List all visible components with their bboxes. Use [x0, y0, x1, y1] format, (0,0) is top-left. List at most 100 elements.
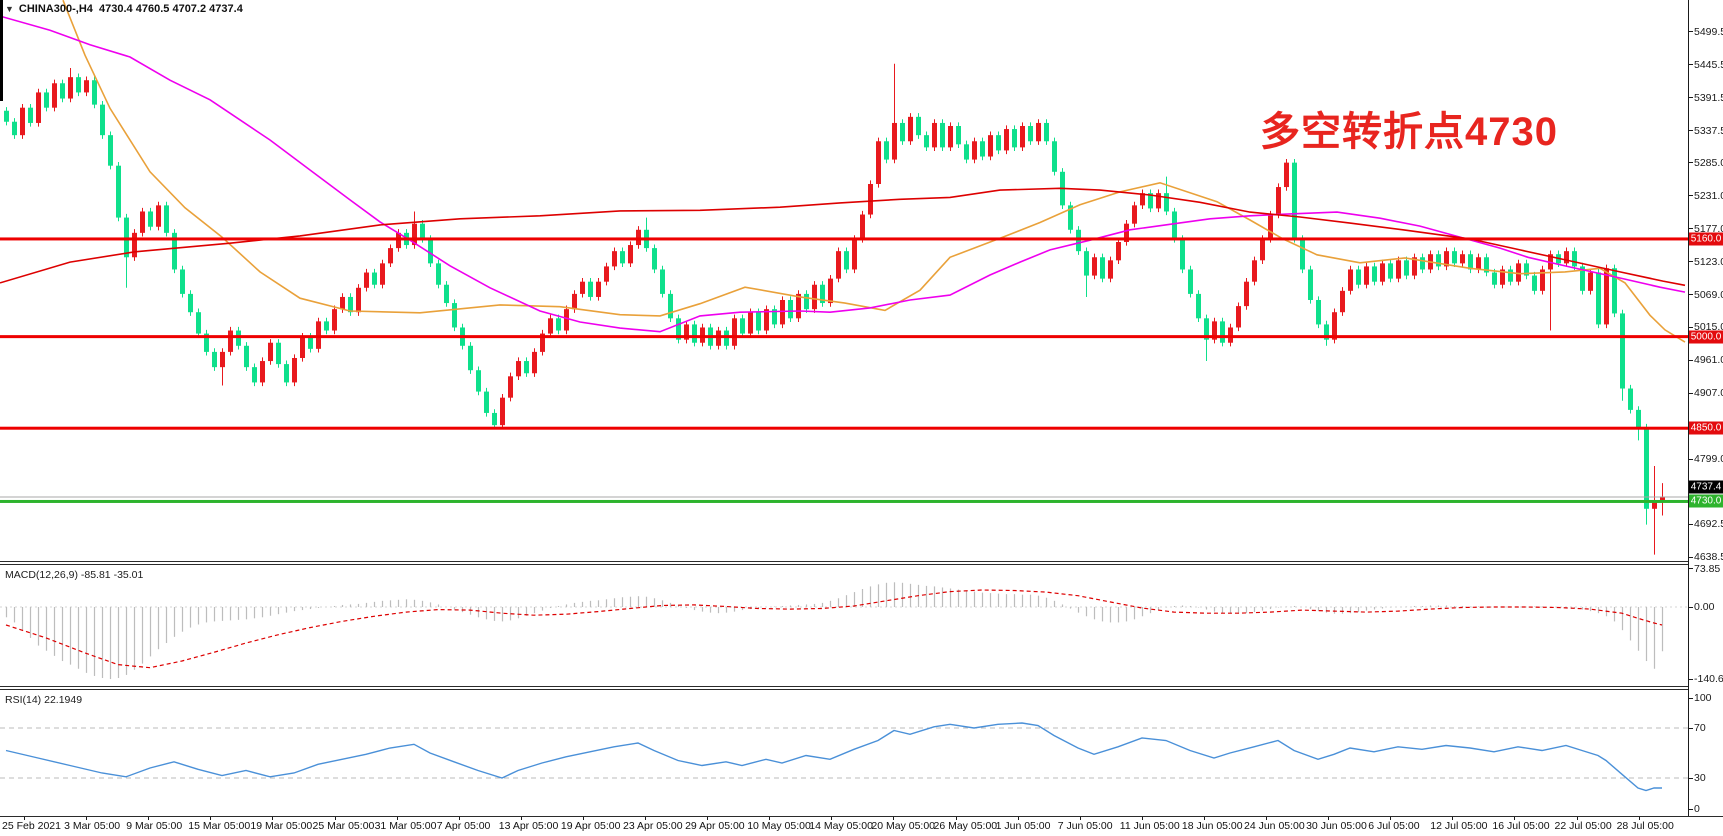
candle-body: [628, 245, 633, 264]
time-label: 22 Jul 05:00: [1554, 820, 1612, 832]
candle-body: [1260, 238, 1265, 261]
time-label: 25 Feb 2021: [2, 820, 61, 832]
rsi-chart[interactable]: [0, 691, 1688, 815]
candle-body: [1484, 257, 1489, 273]
candle-body: [1108, 260, 1113, 279]
candle-body: [940, 122, 945, 148]
candle-body: [92, 80, 97, 105]
candle-body: [1292, 162, 1297, 239]
candle-body: [44, 92, 49, 108]
candle-body: [316, 321, 321, 349]
candle-body: [1204, 318, 1209, 340]
candle-body: [716, 330, 721, 346]
price-axis[interactable]: 5499.5 5445.5 5391.5 5337.5 5285.0 5231.0 5177…: [1688, 0, 1723, 816]
candle-body: [844, 251, 849, 270]
main-chart-panel[interactable]: ▼ CHINA300-,H4 4730.4 4760.5 4707.2 4737.…: [0, 0, 1688, 561]
level-line-4850.0[interactable]: [0, 426, 1688, 430]
candle-body: [756, 312, 761, 331]
candle-body: [1324, 324, 1329, 340]
time-axis-tick: [582, 817, 584, 820]
level-line-5000.0[interactable]: [0, 335, 1688, 339]
macd-signal-value: -35.01: [113, 569, 144, 581]
price-axis-label: 4692.5: [1694, 518, 1723, 531]
axis-tick: [1689, 809, 1693, 810]
panel-splitter[interactable]: [0, 564, 1689, 565]
candle-body: [1052, 141, 1057, 172]
macd-panel[interactable]: [0, 566, 1688, 685]
candle-body: [396, 232, 401, 249]
candle-body: [1588, 272, 1593, 291]
candle-body: [1524, 263, 1529, 276]
price-axis-label: 5069.0: [1694, 288, 1723, 301]
time-axis[interactable]: 25 Feb 2021 3 Mar 05:00 9 Mar 05:00 15 Mar …: [0, 817, 1723, 836]
candle-body: [1388, 263, 1393, 279]
time-label: 28 Jul 05:00: [1616, 820, 1674, 832]
candle-body: [348, 296, 353, 313]
candle-body: [572, 293, 577, 310]
time-axis-tick: [893, 817, 895, 820]
candle-body: [1012, 129, 1017, 148]
axis-tick: [1689, 679, 1693, 680]
price-axis-label: 5285.0: [1694, 156, 1723, 169]
axis-tick: [1689, 459, 1693, 460]
candle-body: [124, 217, 129, 258]
candle-body: [324, 321, 329, 331]
candle-body: [36, 92, 41, 123]
candlestick-chart[interactable]: [0, 0, 1688, 561]
candle-body: [1180, 238, 1185, 270]
candle-body: [652, 248, 657, 270]
candle-body: [1268, 214, 1273, 239]
candle-body: [212, 351, 217, 368]
panel-splitter[interactable]: [0, 686, 1689, 687]
slow-ma: [0, 187, 1686, 287]
candle-body: [244, 345, 249, 368]
rsi-axis-label: 0: [1694, 803, 1700, 815]
candle-body: [764, 309, 769, 331]
level-line-5160.0[interactable]: [0, 237, 1688, 241]
price-axis-label: 4961.0: [1694, 354, 1723, 367]
candle-body: [1188, 269, 1193, 294]
candle-body: [1228, 327, 1233, 343]
bid-price-tag: 4737.4: [1689, 480, 1723, 494]
candle-body: [196, 312, 201, 334]
candle-body: [1620, 313, 1625, 389]
candle-body: [1084, 251, 1089, 276]
candle-body: [1340, 290, 1345, 313]
panel-splitter[interactable]: [0, 689, 1689, 690]
candle-body: [156, 205, 161, 227]
candle-body: [20, 107, 25, 136]
expander-icon[interactable]: ▼: [5, 4, 14, 14]
low-value: 4707.2: [172, 3, 207, 15]
axis-tick: [1689, 607, 1693, 608]
candle-body: [140, 211, 145, 233]
axis-tick: [1689, 728, 1693, 729]
candle-body: [1380, 263, 1385, 282]
axis-tick: [1689, 778, 1693, 779]
candle-body: [292, 357, 297, 383]
candle-body: [388, 248, 393, 264]
candle-body: [684, 324, 689, 340]
candle-body: [948, 126, 953, 148]
panel-splitter[interactable]: [0, 561, 1689, 562]
time-label: 20 May 05:00: [871, 820, 936, 832]
candle-body: [1660, 497, 1665, 502]
time-label: 19 Mar 05:00: [250, 820, 313, 832]
candle-body: [1412, 257, 1417, 276]
candle-body: [436, 263, 441, 285]
price-tag-4730-top: 4730.0: [1689, 494, 1723, 508]
candle-body: [204, 333, 209, 352]
candle-body: [1244, 281, 1249, 307]
candle-body: [1628, 388, 1633, 410]
rsi-panel[interactable]: [0, 691, 1688, 815]
candle-body: [740, 318, 745, 334]
candle-body: [1100, 257, 1105, 279]
candle-body: [1604, 268, 1609, 325]
candle-body: [76, 77, 81, 93]
candle-body: [484, 391, 489, 413]
level-line-4730.0[interactable]: [0, 499, 1688, 503]
candle-body: [532, 351, 537, 374]
time-label: 9 Mar 05:00: [126, 820, 183, 832]
candle-body: [612, 251, 617, 267]
candle-body: [380, 263, 385, 285]
macd-chart[interactable]: [0, 566, 1688, 685]
